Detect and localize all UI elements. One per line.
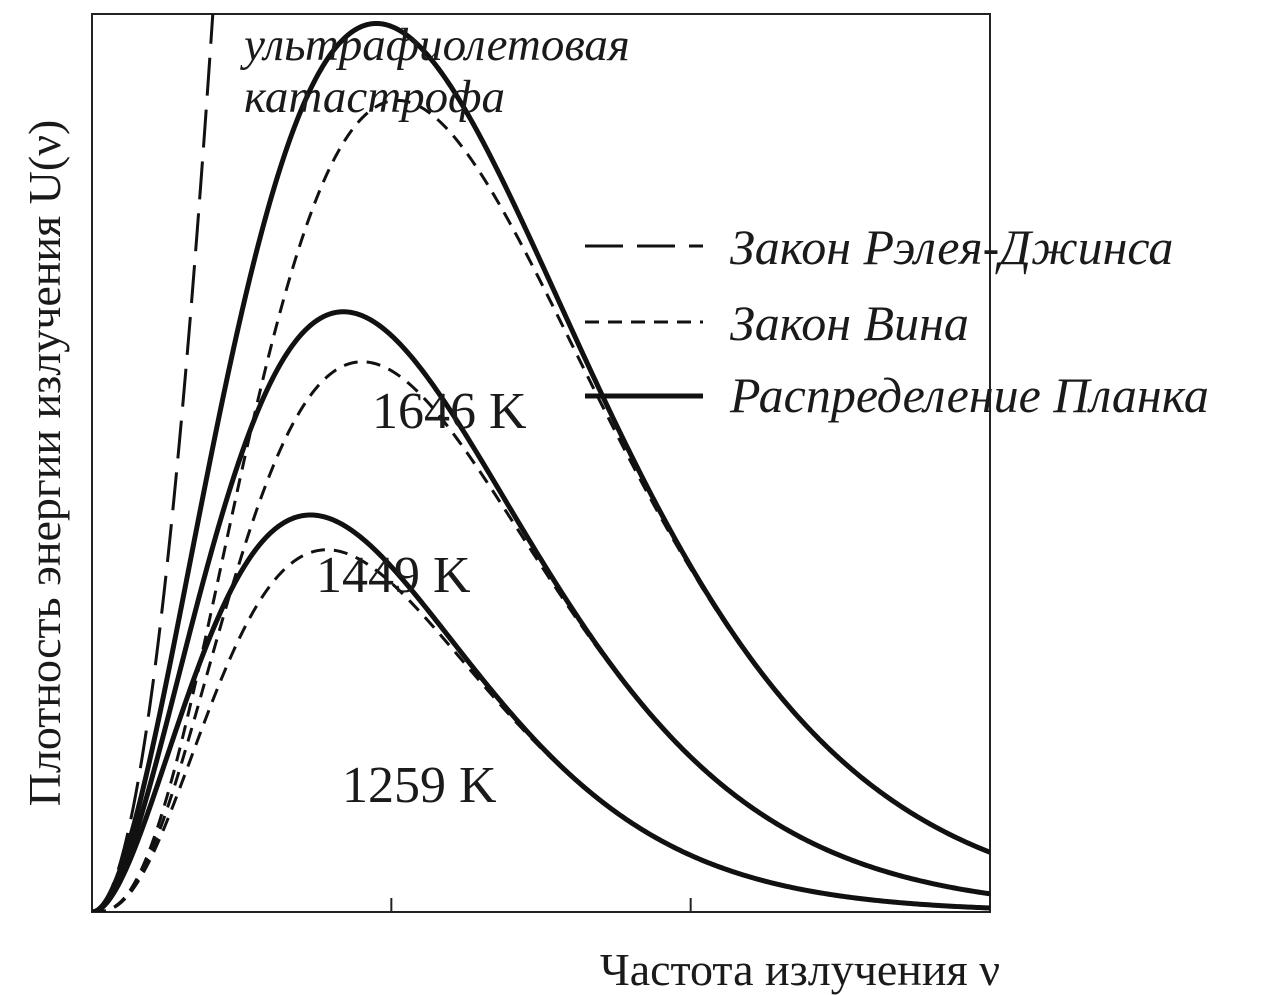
curve-label-1449: 1449 K [316,547,471,604]
plot-frame [91,13,991,913]
legend-label-rayleigh-jeans: Закон Рэлея-Джинса [730,219,1173,275]
annotation-line-1: ультрафиолетовая [240,19,630,71]
rayleigh-jeans-curve [92,14,215,912]
legend-label-wien: Закон Вина [730,295,969,351]
legend: Закон Рэлея-Джинса Закон Вина Распределе… [585,219,1209,423]
x-axis-ticks [390,898,692,912]
curve-label-1259: 1259 K [342,757,497,814]
planck-curve-1449 [92,309,990,912]
curve-labels: 1646 K 1449 K 1259 K [316,383,527,814]
curves-group [92,14,990,912]
planck-curve-1259 [92,512,990,912]
y-axis-label: Плотность энергии излучения U(ν) [19,120,70,807]
planck-curve-1646 [92,20,990,912]
wien-curve-1449 [92,360,990,912]
annotation-line-2: катастрофа [244,71,505,123]
legend-label-planck: Распределение Планка [729,367,1209,423]
curve-label-1646: 1646 K [372,383,527,440]
x-axis-label: Частота излучения ν [600,944,1000,995]
